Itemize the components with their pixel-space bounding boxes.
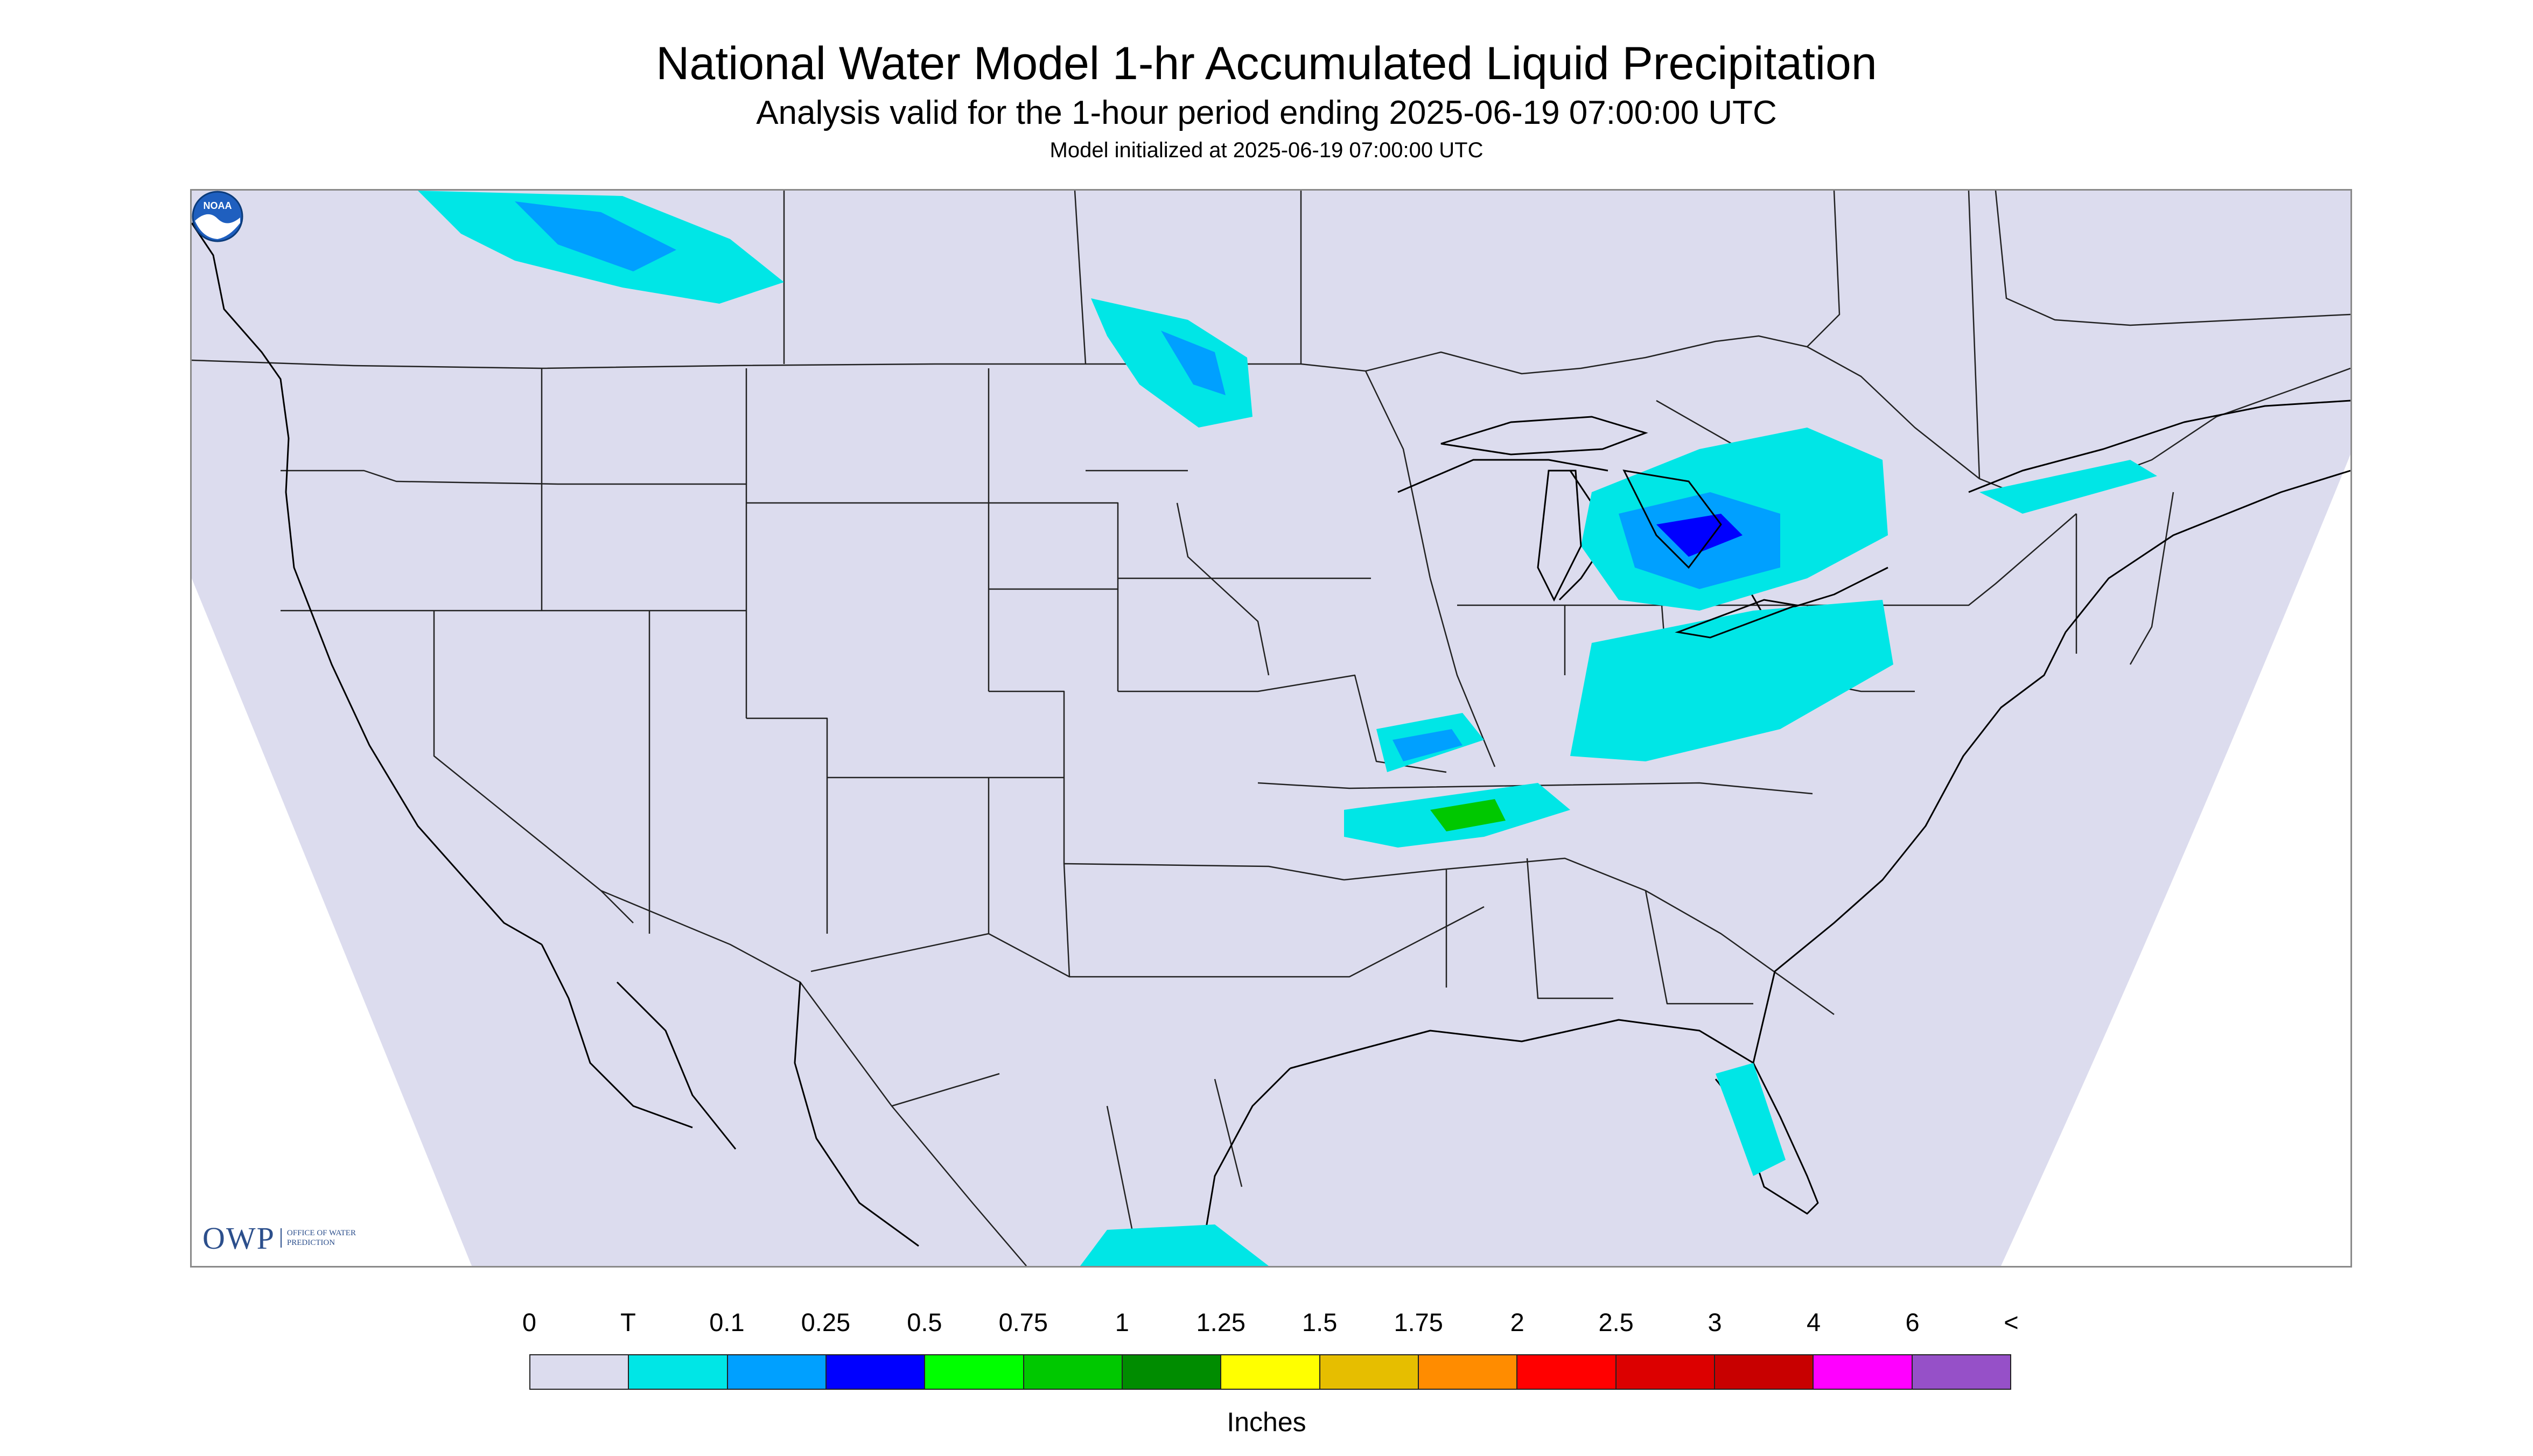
legend-swatch [825, 1354, 926, 1390]
legend-tick-label: 3 [1708, 1308, 1722, 1336]
owp-logo-mark: OWP [202, 1220, 275, 1256]
model-init-line: Model initialized at 2025-06-19 07:00:00… [1049, 138, 1484, 162]
precip-map: OWP OFFICE OF WATER PREDICTION NOAA [190, 189, 2352, 1268]
lake-erie [1675, 599, 1800, 639]
color-legend [529, 1354, 2011, 1390]
lake-superior [1440, 416, 1648, 456]
legend-tick-label: 0 [522, 1308, 537, 1336]
lake-huron [1622, 470, 1722, 569]
map-canvas [192, 191, 2350, 1266]
legend-swatch [1417, 1354, 1518, 1390]
coastlines [192, 222, 2350, 1266]
lakes [1440, 416, 1800, 639]
legend-tick-label: 1 [1115, 1308, 1129, 1336]
legend-tick-label: 0.25 [801, 1308, 851, 1336]
legend-tick-label: 1.5 [1302, 1308, 1338, 1336]
legend-tick-label: 2.5 [1598, 1308, 1634, 1336]
noaa-logo-icon: NOAA [192, 191, 243, 242]
legend-swatch [1319, 1354, 1419, 1390]
legend-swatch [628, 1354, 728, 1390]
map-subtitle: Analysis valid for the 1-hour period end… [756, 94, 1777, 131]
precip-area [1080, 1224, 1269, 1266]
legend-tick-label: 0.5 [907, 1308, 942, 1336]
legend-swatch [1121, 1354, 1222, 1390]
legend-tick-label: 2 [1510, 1308, 1524, 1336]
legend-swatch [726, 1354, 827, 1390]
legend-tick-label: 4 [1806, 1308, 1821, 1336]
legend-swatch [924, 1354, 1024, 1390]
precip-area [1979, 460, 2157, 514]
precip-area [515, 201, 676, 271]
owp-logo: OWP OFFICE OF WATER PREDICTION [202, 1219, 357, 1257]
map-title: National Water Model 1-hr Accumulated Li… [656, 38, 1877, 89]
legend-tick-label: 1.25 [1196, 1308, 1246, 1336]
legend-swatch [529, 1354, 629, 1390]
legend-tick-label: 1.75 [1394, 1308, 1443, 1336]
legend-swatch [1813, 1354, 1913, 1390]
political-boundaries [192, 191, 2350, 1266]
model-domain [192, 191, 2350, 1266]
legend-tick-label: 0.75 [998, 1308, 1048, 1336]
legend-labels: 0 T 0.1 0.25 0.5 0.75 1 1.25 1.5 1.75 2 2.5 3 4 6 < [522, 1307, 2019, 1340]
legend-swatch [1220, 1354, 1320, 1390]
svg-text:NOAA: NOAA [204, 200, 232, 211]
legend-swatch [1713, 1354, 1814, 1390]
legend-swatch [1516, 1354, 1617, 1390]
precip-area [1570, 600, 1893, 761]
legend-tick-label: 0.1 [709, 1308, 745, 1336]
precip-area [1430, 799, 1506, 831]
precip-area [1091, 298, 1252, 428]
precip-area [1393, 729, 1463, 761]
legend-swatch [1615, 1354, 1715, 1390]
legend-units: Inches [1227, 1407, 1306, 1437]
legend-swatch [1911, 1354, 2011, 1390]
legend-swatch [1023, 1354, 1123, 1390]
owp-logo-text: OFFICE OF WATER PREDICTION [280, 1228, 357, 1248]
precip-area [1716, 1063, 1786, 1176]
precip-area [1161, 331, 1226, 395]
lake-michigan [1537, 470, 1582, 602]
legend-tick-label: < [2004, 1308, 2019, 1336]
precip-areas [418, 191, 2157, 1266]
legend-tick-label: T [620, 1308, 636, 1336]
legend-tick-label: 6 [1905, 1308, 1920, 1336]
